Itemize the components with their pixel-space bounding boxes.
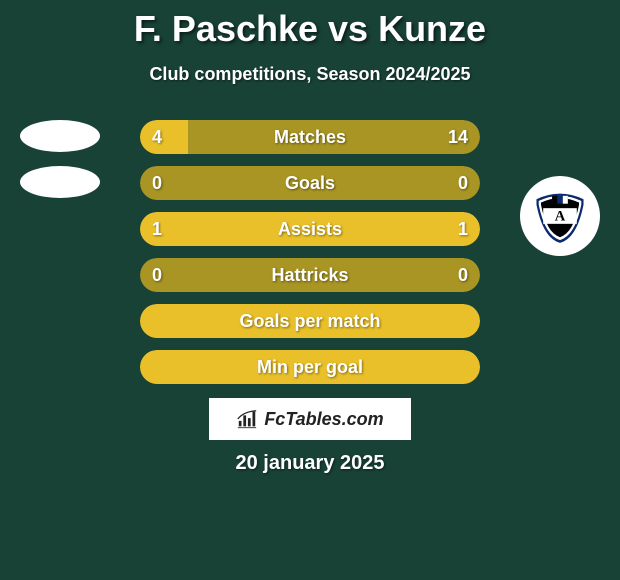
comparison-card: F. Paschke vs Kunze Club competitions, S… <box>0 0 620 580</box>
bar-label: Goals per match <box>140 304 480 338</box>
bar-label: Hattricks <box>140 258 480 292</box>
stat-row: Assists1 1 <box>140 212 480 246</box>
svg-text:A: A <box>555 208 566 224</box>
chart-icon <box>236 408 258 430</box>
right-player-logos: A <box>520 176 600 256</box>
bar-label: Assists <box>140 212 480 246</box>
stat-row: Hattricks0 0 <box>140 258 480 292</box>
left-club-logo-2 <box>20 166 100 198</box>
bar-value-left: 0 <box>152 258 162 292</box>
branding-box: FcTables.com <box>209 398 411 440</box>
left-player-logos <box>20 120 100 198</box>
bar-label: Min per goal <box>140 350 480 384</box>
brand-text: FcTables.com <box>264 409 383 430</box>
bar-label: Goals <box>140 166 480 200</box>
bar-value-right: 14 <box>448 120 468 154</box>
stat-bars: Matches414Goals00Assists11Hattricks00Goa… <box>140 120 480 384</box>
bar-value-left: 4 <box>152 120 162 154</box>
bar-label: Matches <box>140 120 480 154</box>
stat-row: Matches4 14 <box>140 120 480 154</box>
bar-value-right: 0 <box>458 166 468 200</box>
stat-row: Goals per match <box>140 304 480 338</box>
left-club-logo-1 <box>20 120 100 152</box>
bar-value-right: 0 <box>458 258 468 292</box>
date-label: 20 january 2025 <box>236 452 385 475</box>
page-subtitle: Club competitions, Season 2024/2025 <box>0 64 620 85</box>
shield-icon: A <box>532 188 588 244</box>
page-title: F. Paschke vs Kunze <box>0 0 620 50</box>
stat-row: Goals0 0 <box>140 166 480 200</box>
stat-row: Min per goal <box>140 350 480 384</box>
right-club-badge: A <box>520 176 600 256</box>
bar-value-left: 0 <box>152 166 162 200</box>
bar-value-right: 1 <box>458 212 468 246</box>
bar-value-left: 1 <box>152 212 162 246</box>
